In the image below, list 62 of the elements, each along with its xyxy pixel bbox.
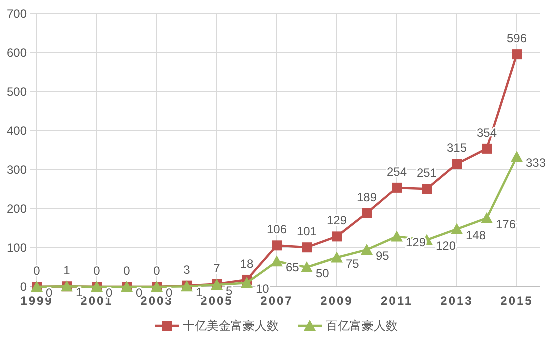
data-label: 106 (266, 222, 288, 237)
data-label: 596 (506, 32, 528, 46)
data-label: 333 (526, 156, 546, 170)
point (482, 144, 492, 154)
data-label: 10 (256, 282, 270, 296)
data-label: 1 (76, 286, 83, 300)
x-tick-label: 2009 (320, 294, 354, 308)
point (271, 256, 283, 267)
data-label: 254 (386, 164, 408, 179)
data-label: 0 (154, 264, 161, 278)
y-tick-label: 600 (6, 46, 28, 60)
point (361, 244, 373, 255)
data-label: 176 (496, 217, 516, 232)
data-label: 18 (240, 256, 254, 271)
data-label: 0 (34, 264, 41, 278)
data-label: 189 (356, 190, 378, 204)
x-tick-label: 2013 (440, 294, 474, 308)
x-tick-label: 2005 (200, 294, 234, 308)
point (332, 232, 342, 242)
data-label: 0 (94, 264, 101, 278)
data-label: 129 (326, 214, 348, 228)
point (362, 208, 372, 218)
y-tick-label: 0 (20, 280, 28, 294)
data-label: 0 (124, 264, 131, 278)
point (481, 212, 493, 224)
data-label: 101 (296, 224, 318, 239)
y-tick-label: 200 (6, 202, 28, 216)
point (241, 277, 253, 288)
data-label: 7 (214, 261, 221, 276)
point (512, 50, 522, 60)
data-label: 1 (64, 264, 71, 278)
data-label: 3 (184, 262, 191, 277)
x-tick-label: 2007 (260, 294, 294, 308)
point (301, 262, 313, 272)
point (452, 159, 462, 170)
data-label: 0 (136, 286, 143, 300)
data-label: 75 (346, 256, 360, 271)
data-label: 129 (406, 236, 426, 250)
point (392, 182, 402, 193)
y-tick-label: 300 (6, 163, 28, 177)
data-label: 50 (316, 266, 330, 280)
data-label: 1 (196, 286, 203, 300)
point (422, 184, 432, 194)
data-label: 95 (376, 248, 390, 263)
y-tick-label: 100 (6, 241, 28, 255)
data-label: 148 (466, 228, 486, 242)
x-tick-label: 2015 (500, 294, 534, 308)
point (302, 242, 312, 253)
point (331, 252, 343, 263)
point (451, 223, 463, 234)
point (391, 230, 403, 242)
point (511, 151, 523, 162)
y-tick-label: 400 (6, 124, 28, 138)
legend-label: 十亿美金富豪人数 (183, 319, 279, 333)
data-label: 120 (436, 239, 456, 254)
x-tick-label: 2011 (380, 294, 414, 308)
data-label: 251 (416, 166, 438, 180)
point (272, 240, 282, 251)
y-tick-label: 500 (6, 85, 28, 99)
y-tick-label: 700 (6, 7, 28, 21)
legend-label: 百亿富豪人数 (326, 319, 398, 333)
data-label: 315 (446, 141, 468, 156)
